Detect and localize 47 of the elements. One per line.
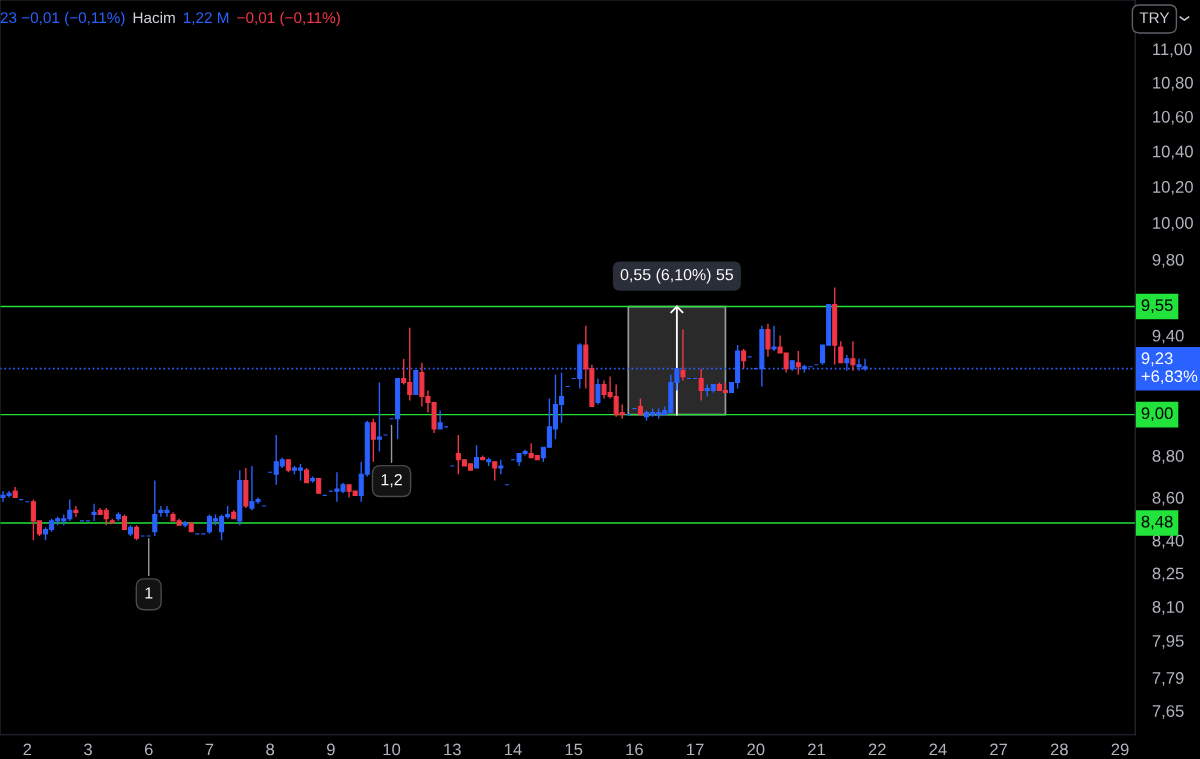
y-tick-label: 8,60 [1152,491,1184,506]
y-tick-label: 10,60 [1153,110,1193,125]
x-tick-label: 20 [747,743,765,756]
annotation: 1,2 [381,474,402,488]
y-tick-label: 10,40 [1153,145,1193,160]
y-tick-label: 10,00 [1153,217,1193,231]
x-tick-label: 6 [144,743,153,756]
x-tick-label: 21 [808,743,825,756]
x-tick-label: 22 [868,743,886,756]
x-tick-label: 24 [929,743,947,756]
x-tick-label: 3 [84,743,92,756]
y-tick-label: 7,95 [1152,635,1184,649]
x-tick-label: 16 [626,743,643,756]
annotation: 1,22 M [183,12,229,25]
x-tick-label: 14 [504,743,522,756]
y-tick-label: 7,79 [1152,672,1184,686]
ref-line-label: 9,55 [1141,299,1173,314]
y-tick-label: 8,80 [1152,449,1184,464]
x-tick-label: 17 [687,743,704,756]
x-tick-label: 15 [565,743,583,756]
annotation: 0,55 (6,10%) 55 [620,268,734,284]
y-tick-label: 10,80 [1153,76,1193,91]
x-tick-label: 8 [266,743,275,756]
ref-line-label: 9,23 +6,83% [1141,352,1198,385]
annotation: 1 [145,587,153,599]
y-tick-label: 8,25 [1152,567,1184,582]
x-tick-label: 7 [205,743,214,756]
y-tick-label: 8,40 [1152,534,1184,549]
annotation: −0,01 (−0,11%) [237,11,340,27]
ref-line-label: 8,48 [1141,515,1173,530]
x-tick-label: 29 [1111,743,1129,756]
y-tick-label: 7,65 [1152,705,1184,719]
y-tick-label: 10,20 [1153,181,1193,195]
y-tick-label: 11,00 [1153,43,1192,58]
x-tick-label: 28 [1050,743,1068,756]
ref-line-label: 9,00 [1141,407,1173,422]
x-tick-label: 9 [326,743,335,756]
annotation: Hacim [133,11,175,24]
x-tick-label: 27 [990,743,1008,756]
y-tick-label: 9,80 [1152,253,1184,268]
y-tick-label: 8,10 [1152,601,1184,615]
x-tick-label: 10 [383,743,401,756]
x-tick-label: 13 [444,743,461,756]
x-tick-label: 2 [23,743,32,756]
y-tick-label: 9,40 [1152,329,1184,344]
annotation: 23 −0,01 (−0,11%) [0,11,125,27]
text: TRY [1139,12,1170,23]
